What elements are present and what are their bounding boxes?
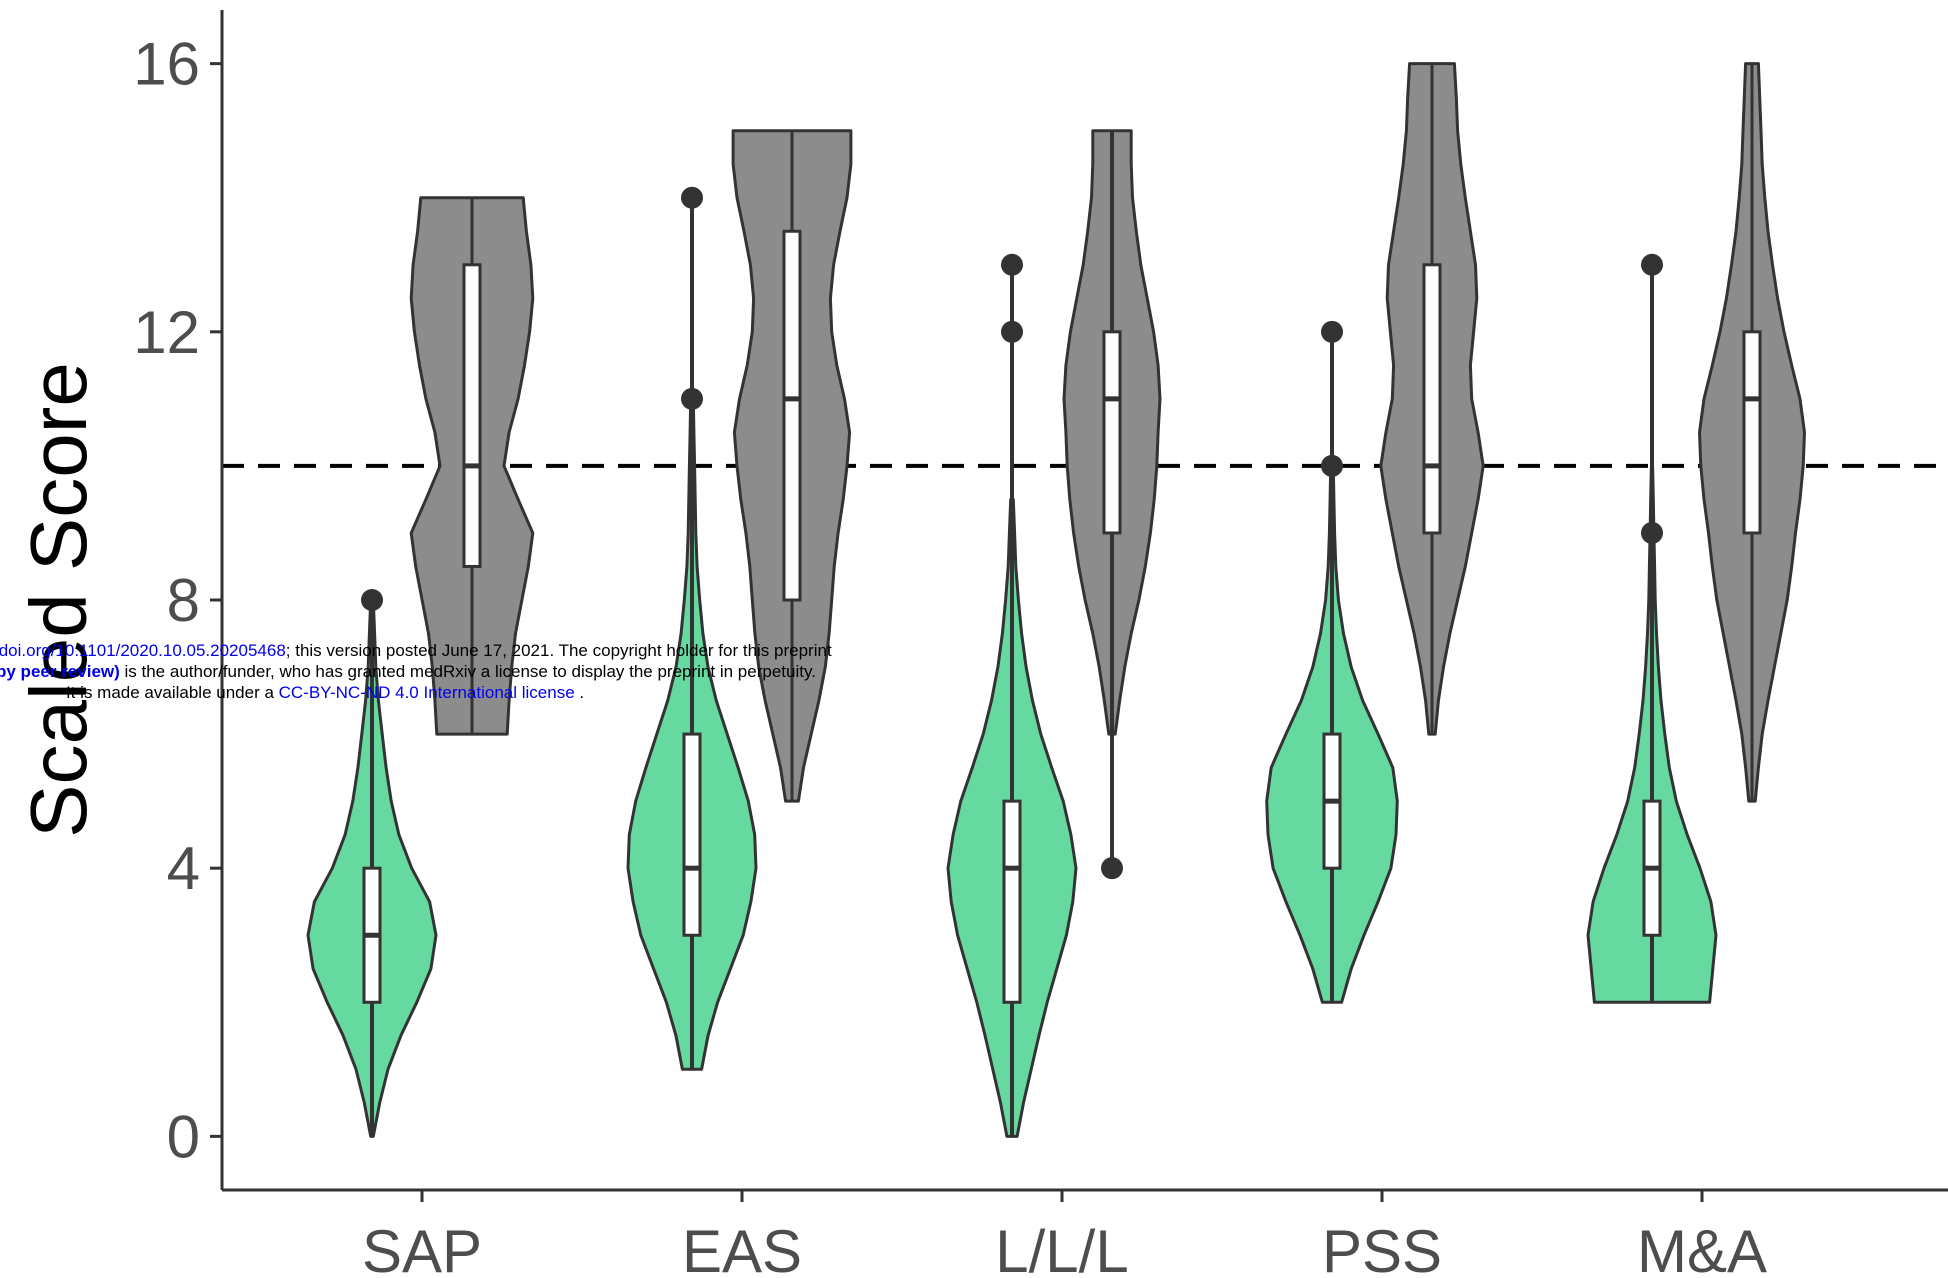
violin-group-a (626, 186, 758, 1071)
watermark-line-3: It is made available under a CC-BY-NC-ND… (66, 682, 584, 703)
watermark-line-2: by peer review) is the author/funder, wh… (0, 661, 816, 682)
violin-group-b (731, 129, 853, 803)
iqr-box (1742, 330, 1762, 535)
iqr-box (1102, 330, 1122, 535)
watermark-line-2-text: is the author/funder, who has granted me… (119, 662, 816, 681)
outlier-point (1321, 454, 1343, 477)
iqr-box (682, 732, 702, 937)
ticks-layer: 0 4 8 12 16 SAP EAS L/L/L PSS M&A (133, 31, 1767, 1278)
violin-group-a (1265, 320, 1399, 1004)
outlier-point (1641, 521, 1663, 544)
license-link[interactable]: CC-BY-NC-ND 4.0 International license (278, 683, 575, 702)
violin-group-b (409, 196, 535, 736)
outlier-point (1321, 320, 1343, 343)
violin-group-a (1586, 253, 1718, 1004)
y-axis-title: Scaled Score (14, 362, 103, 838)
y-tick-label: 4 (167, 835, 200, 902)
peer-review-note: by peer review) (0, 662, 120, 681)
violin-group-b (1698, 62, 1806, 803)
x-tick-label: SAP (362, 1218, 482, 1278)
doi-link[interactable]: /doi.org/10.1101/2020.10.05.20205468 (0, 641, 286, 660)
watermark-line-3-text: It is made available under a (66, 683, 279, 702)
iqr-box (462, 263, 482, 568)
violin-group-b (1062, 129, 1162, 880)
watermark-line-3-end: . (574, 683, 585, 702)
iqr-box (1002, 799, 1022, 1004)
y-tick-label: 0 (167, 1103, 200, 1170)
violins-layer (306, 62, 1806, 1138)
x-tick-label: EAS (682, 1218, 802, 1278)
y-tick-label: 12 (133, 299, 200, 366)
watermark-line-1-text: ; this version posted June 17, 2021. The… (285, 641, 832, 660)
x-tick-label: PSS (1322, 1218, 1442, 1278)
iqr-box (1422, 263, 1442, 535)
y-tick-label: 16 (133, 31, 200, 98)
outlier-point (1001, 253, 1023, 276)
outlier-point (681, 387, 703, 410)
y-tick-label: 8 (167, 567, 200, 634)
violin-group-a (306, 589, 438, 1138)
violin-group-a (946, 253, 1078, 1138)
watermark-line-1: /doi.org/10.1101/2020.10.05.20205468; th… (0, 640, 832, 661)
iqr-box (782, 229, 802, 602)
outlier-point (1101, 857, 1123, 880)
x-tick-label: M&A (1637, 1218, 1767, 1278)
violin-group-b (1379, 62, 1485, 736)
outlier-point (1001, 320, 1023, 343)
x-tick-label: L/L/L (995, 1218, 1128, 1278)
outlier-point (681, 186, 703, 209)
outlier-point (1641, 253, 1663, 276)
outlier-point (361, 589, 383, 611)
